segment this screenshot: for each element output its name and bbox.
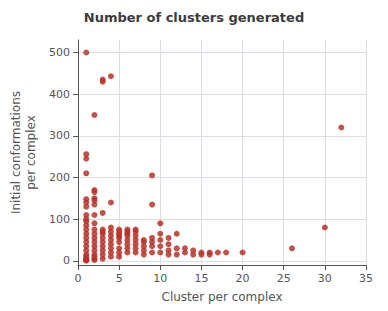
svg-text:0: 0 [63,254,70,267]
svg-text:15: 15 [194,272,208,285]
svg-text:100: 100 [49,213,70,226]
svg-text:300: 300 [49,129,70,142]
svg-text:Cluster per complex: Cluster per complex [161,290,282,304]
svg-text:5: 5 [116,272,123,285]
svg-text:400: 400 [49,88,70,101]
svg-text:Number of clusters generated: Number of clusters generated [84,10,304,25]
svg-text:35: 35 [359,272,373,285]
svg-text:25: 25 [277,272,291,285]
svg-text:Initial conformations: Initial conformations [9,91,23,214]
svg-text:10: 10 [153,272,167,285]
svg-text:0: 0 [75,272,82,285]
svg-text:200: 200 [49,171,70,184]
svg-text:30: 30 [318,272,332,285]
svg-text:20: 20 [236,272,250,285]
svg-text:500: 500 [49,46,70,59]
svg-text:per complex: per complex [24,115,38,190]
